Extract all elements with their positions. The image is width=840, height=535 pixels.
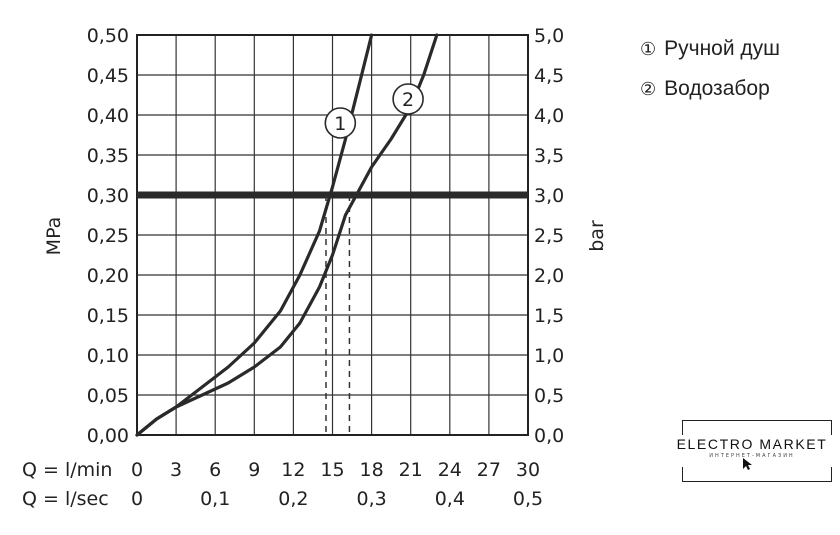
x-tick-lmin: 18	[360, 459, 384, 481]
legend-label-1: Ручной душ	[664, 37, 781, 60]
y-tick-left: 0,45	[87, 65, 129, 87]
y-tick-right: 1,5	[534, 305, 564, 327]
y-tick-left: 0,00	[87, 425, 129, 447]
series-label-1: 1	[334, 113, 346, 135]
x-tick-lsec: 0,5	[513, 488, 543, 510]
y-tick-right: 2,5	[534, 225, 564, 247]
y-tick-right: 3,0	[534, 185, 564, 207]
y-tick-right: 4,5	[534, 65, 564, 87]
x-tick-lmin: 9	[248, 459, 260, 481]
y-tick-left: 0,40	[87, 105, 129, 127]
series-labels-group: 12	[324, 83, 424, 139]
x-tick-lmin: 30	[516, 459, 540, 481]
x-tick-lmin: 12	[281, 459, 305, 481]
y-tick-left: 0,50	[87, 25, 129, 47]
x-tick-lsec: 0,2	[278, 488, 308, 510]
drop-lines-group	[325, 195, 351, 435]
logo-text: ELECTRO MARKET	[676, 436, 828, 452]
x-tick-lmin: 27	[477, 459, 501, 481]
y-tick-left: 0,10	[87, 345, 129, 367]
logo-frame-top	[682, 420, 832, 435]
y-ticks-left: 0,00 0,05 0,10 0,15 0,20 0,25 0,30 0,35 0,40 0,45…	[87, 25, 129, 447]
x-tick-lmin: 0	[131, 459, 143, 481]
legend-marker-1: ①	[640, 39, 657, 60]
x-tick-lmin: 15	[320, 459, 344, 481]
y-axis-title-right: bar	[586, 220, 608, 252]
x-tick-lmin: 24	[438, 459, 462, 481]
y-tick-left: 0,20	[87, 265, 129, 287]
legend-marker-2: ②	[640, 79, 657, 100]
y-tick-left: 0,30	[87, 185, 129, 207]
y-tick-right: 3,5	[534, 145, 564, 167]
y-tick-right: 1,0	[534, 345, 564, 367]
legend: ① Ручной душ ② Водозабор	[640, 34, 780, 114]
cursor-icon	[743, 458, 752, 470]
y-tick-right: 2,0	[534, 265, 564, 287]
x-tick-lmin: 21	[399, 459, 423, 481]
legend-label-2: Водозабор	[664, 77, 770, 100]
plot-frame	[136, 34, 529, 436]
series-group	[135, 33, 439, 437]
logo-subtext: ИНТЕРНЕТ-МАГАЗИН	[709, 453, 795, 459]
x-tick-lsec: 0,4	[435, 488, 465, 510]
y-tick-right: 4,0	[534, 105, 564, 127]
chart-grid	[136, 34, 529, 436]
x-ticks: 0 3 6 9 12 15 18 21 24 27 30 0 0,1 0,2 0,3 0,4 0,5	[131, 459, 543, 510]
series-label-circle-1	[324, 107, 357, 139]
y-tick-left: 0,25	[87, 225, 129, 247]
y-tick-right: 0,5	[534, 385, 564, 407]
y-tick-right: 0,0	[534, 425, 564, 447]
y-ticks-right: 0,0 0,5 1,0 1,5 2,0 2,5 3,0 3,5 4,0 4,5 5,0	[534, 25, 564, 447]
legend-item-1: ① Ручной душ	[640, 34, 780, 74]
x-tick-lsec: 0,1	[200, 488, 230, 510]
y-tick-right: 5,0	[534, 25, 564, 47]
series-line-2	[135, 33, 439, 437]
x-tick-lmin: 6	[209, 459, 221, 481]
x-axis-label-lmin: Q = l/min	[22, 459, 112, 481]
y-tick-left: 0,05	[87, 385, 129, 407]
y-axis-title-left: MPa	[43, 217, 65, 256]
series-label-circle-2	[392, 83, 424, 115]
x-axis-label-lsec: Q = l/sec	[22, 488, 109, 510]
electro-market-logo: ELECTRO MARKET ИНТЕРНЕТ-МАГАЗИН	[672, 420, 832, 482]
y-tick-left: 0,35	[87, 145, 129, 167]
legend-item-2: ② Водозабор	[640, 74, 780, 114]
y-tick-left: 0,15	[87, 305, 129, 327]
x-tick-lsec: 0	[131, 488, 143, 510]
series-label-2: 2	[402, 89, 414, 111]
logo-frame-bottom	[682, 467, 832, 482]
x-tick-lsec: 0,3	[356, 488, 386, 510]
x-tick-lmin: 3	[170, 459, 182, 481]
